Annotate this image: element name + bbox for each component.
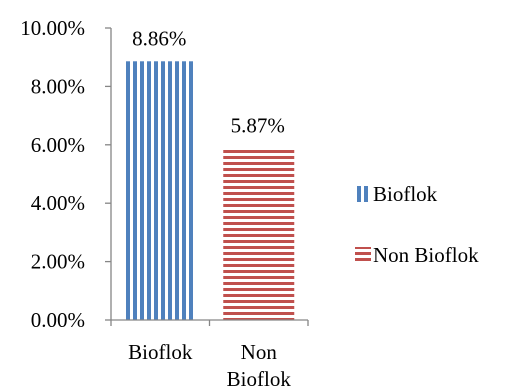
x-category-label: Bioflok	[128, 340, 193, 364]
x-axis-category-labels: Bioflok Non Bioflok	[128, 340, 291, 390]
bar-non-bioflok	[223, 148, 295, 320]
y-tick-label: 4.00%	[31, 191, 85, 215]
y-tick-label: 10.00%	[20, 16, 85, 40]
bars	[124, 61, 295, 321]
data-labels: 8.86% 5.87%	[132, 26, 285, 137]
legend-swatch	[355, 186, 371, 202]
data-label: 8.86%	[132, 26, 186, 50]
x-axis-ticks	[110, 320, 309, 326]
x-category-label: Bioflok	[227, 367, 292, 390]
bar-bioflok	[124, 61, 196, 321]
legend-label: Non Bioflok	[373, 243, 479, 267]
legend-swatch	[355, 247, 371, 263]
y-tick-label: 0.00%	[31, 308, 85, 332]
y-tick-label: 2.00%	[31, 250, 85, 274]
y-tick-label: 6.00%	[31, 133, 85, 157]
x-category-label: Non	[241, 340, 278, 364]
y-tick-label: 8.00%	[31, 74, 85, 98]
data-label: 5.87%	[231, 114, 285, 138]
legend: Bioflok Non Bioflok	[355, 182, 479, 267]
y-axis-ticks: 0.00% 2.00% 4.00% 6.00% 8.00% 10.00%	[20, 16, 111, 332]
legend-label: Bioflok	[373, 182, 438, 206]
